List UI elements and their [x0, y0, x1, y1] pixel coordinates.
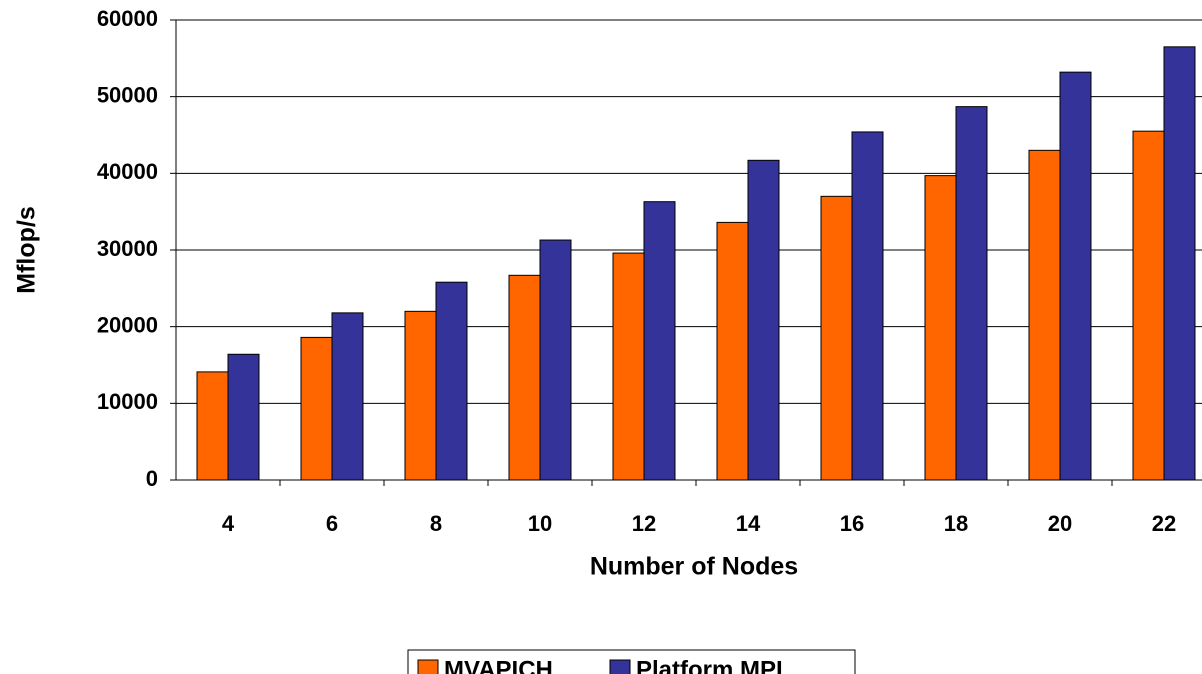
y-tick-label: 20000 [97, 312, 158, 337]
bar [196, 371, 229, 481]
bar [643, 201, 676, 481]
y-tick-label: 60000 [97, 6, 158, 31]
bar [955, 106, 988, 481]
x-tick-label: 12 [632, 511, 656, 536]
bar [924, 175, 957, 481]
y-tick-label: 10000 [97, 389, 158, 414]
bar [747, 159, 780, 481]
bar [1059, 71, 1092, 481]
bar [1028, 149, 1061, 481]
legend-label: Platform MPI [636, 656, 783, 674]
bar [435, 281, 468, 481]
bar [612, 252, 645, 481]
bar [851, 131, 884, 481]
x-tick-label: 4 [222, 511, 235, 536]
x-tick-label: 22 [1152, 511, 1176, 536]
x-tick-label: 10 [528, 511, 552, 536]
y-tick-label: 40000 [97, 159, 158, 184]
bar [331, 312, 364, 481]
bar [820, 195, 853, 481]
y-axis-title: Mflop/s [13, 206, 41, 294]
bar [539, 239, 572, 481]
legend-swatch [417, 659, 439, 674]
x-tick-label: 14 [736, 511, 761, 536]
bar [508, 274, 541, 481]
bar [300, 336, 333, 481]
bar [1132, 130, 1165, 481]
legend-swatch [609, 659, 631, 674]
x-axis-title: Number of Nodes [590, 553, 798, 581]
x-tick-label: 8 [430, 511, 442, 536]
bar [1163, 46, 1196, 481]
y-tick-label: 0 [146, 466, 158, 491]
x-tick-label: 20 [1048, 511, 1072, 536]
y-tick-label: 30000 [97, 236, 158, 261]
x-tick-label: 18 [944, 511, 968, 536]
y-tick-label: 50000 [97, 82, 158, 107]
x-tick-label: 16 [840, 511, 864, 536]
legend-label: MVAPICH [444, 656, 553, 674]
bar [404, 310, 437, 481]
x-tick-label: 6 [326, 511, 338, 536]
bar [227, 353, 260, 481]
legend-box [407, 649, 856, 674]
bar [716, 221, 749, 481]
